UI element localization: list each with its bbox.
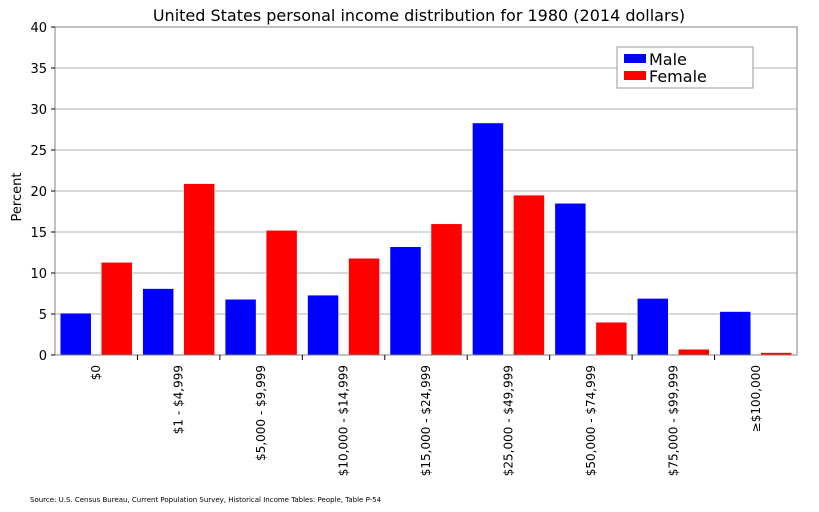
bar-male bbox=[472, 122, 504, 356]
x-axis-categories: $0 $1 - $4,999 $5,000 - $9,999 $10,000 - $1… bbox=[89, 355, 763, 476]
bar-male bbox=[307, 294, 339, 356]
bar-male bbox=[224, 298, 257, 356]
bar-female bbox=[100, 262, 133, 356]
x-tick-label: $50,000 - $74,999 bbox=[584, 365, 598, 476]
legend-label-female: Female bbox=[649, 67, 707, 86]
bar-female bbox=[265, 230, 298, 356]
bar-male bbox=[142, 288, 174, 356]
bar-female bbox=[513, 194, 545, 356]
bar-female bbox=[430, 223, 463, 356]
gridlines bbox=[55, 67, 797, 315]
y-tick-label: 5 bbox=[39, 308, 47, 323]
y-tick-label: 10 bbox=[30, 267, 47, 282]
legend: Male Female bbox=[616, 46, 754, 89]
legend-swatch-female bbox=[624, 71, 646, 80]
y-tick-label: 35 bbox=[30, 62, 47, 77]
x-tick-label: $0 bbox=[89, 365, 103, 380]
chart-title: United States personal income distributi… bbox=[153, 6, 685, 25]
x-tick-label: $5,000 - $9,999 bbox=[254, 365, 268, 461]
bar-female bbox=[183, 183, 215, 356]
legend-label-male: Male bbox=[649, 50, 687, 69]
legend-box bbox=[616, 46, 754, 89]
y-tick-label: 40 bbox=[30, 21, 47, 36]
x-tick-label: ≥$100,000 bbox=[749, 365, 763, 432]
y-tick-label: 30 bbox=[30, 103, 47, 118]
bar-male bbox=[554, 203, 587, 356]
x-tick-label: $1 - $4,999 bbox=[172, 365, 186, 434]
bar-female bbox=[595, 321, 628, 356]
bar-male bbox=[59, 312, 92, 356]
y-tick-label: 25 bbox=[30, 144, 47, 159]
y-tick-label: 0 bbox=[39, 349, 47, 364]
bar-male bbox=[637, 298, 669, 356]
source-note: Source: U.S. Census Bureau, Current Popu… bbox=[30, 496, 382, 504]
y-tick-label: 15 bbox=[30, 226, 47, 241]
bar-male bbox=[389, 246, 422, 356]
y-axis-ticks: 0 5 10 15 20 25 30 35 40 bbox=[30, 21, 55, 364]
bar-female bbox=[348, 257, 380, 356]
bar-male bbox=[719, 311, 752, 356]
x-tick-label: $25,000 - $49,999 bbox=[501, 365, 515, 476]
y-axis-label: Percent bbox=[10, 173, 25, 222]
x-tick-label: $15,000 - $24,999 bbox=[419, 365, 433, 476]
x-tick-label: $10,000 - $14,999 bbox=[337, 365, 351, 476]
bar-female bbox=[678, 349, 710, 356]
y-tick-label: 20 bbox=[30, 185, 47, 200]
bars bbox=[59, 122, 793, 356]
legend-swatch-male bbox=[624, 54, 646, 63]
x-tick-label: $75,000 - $99,999 bbox=[666, 365, 680, 476]
